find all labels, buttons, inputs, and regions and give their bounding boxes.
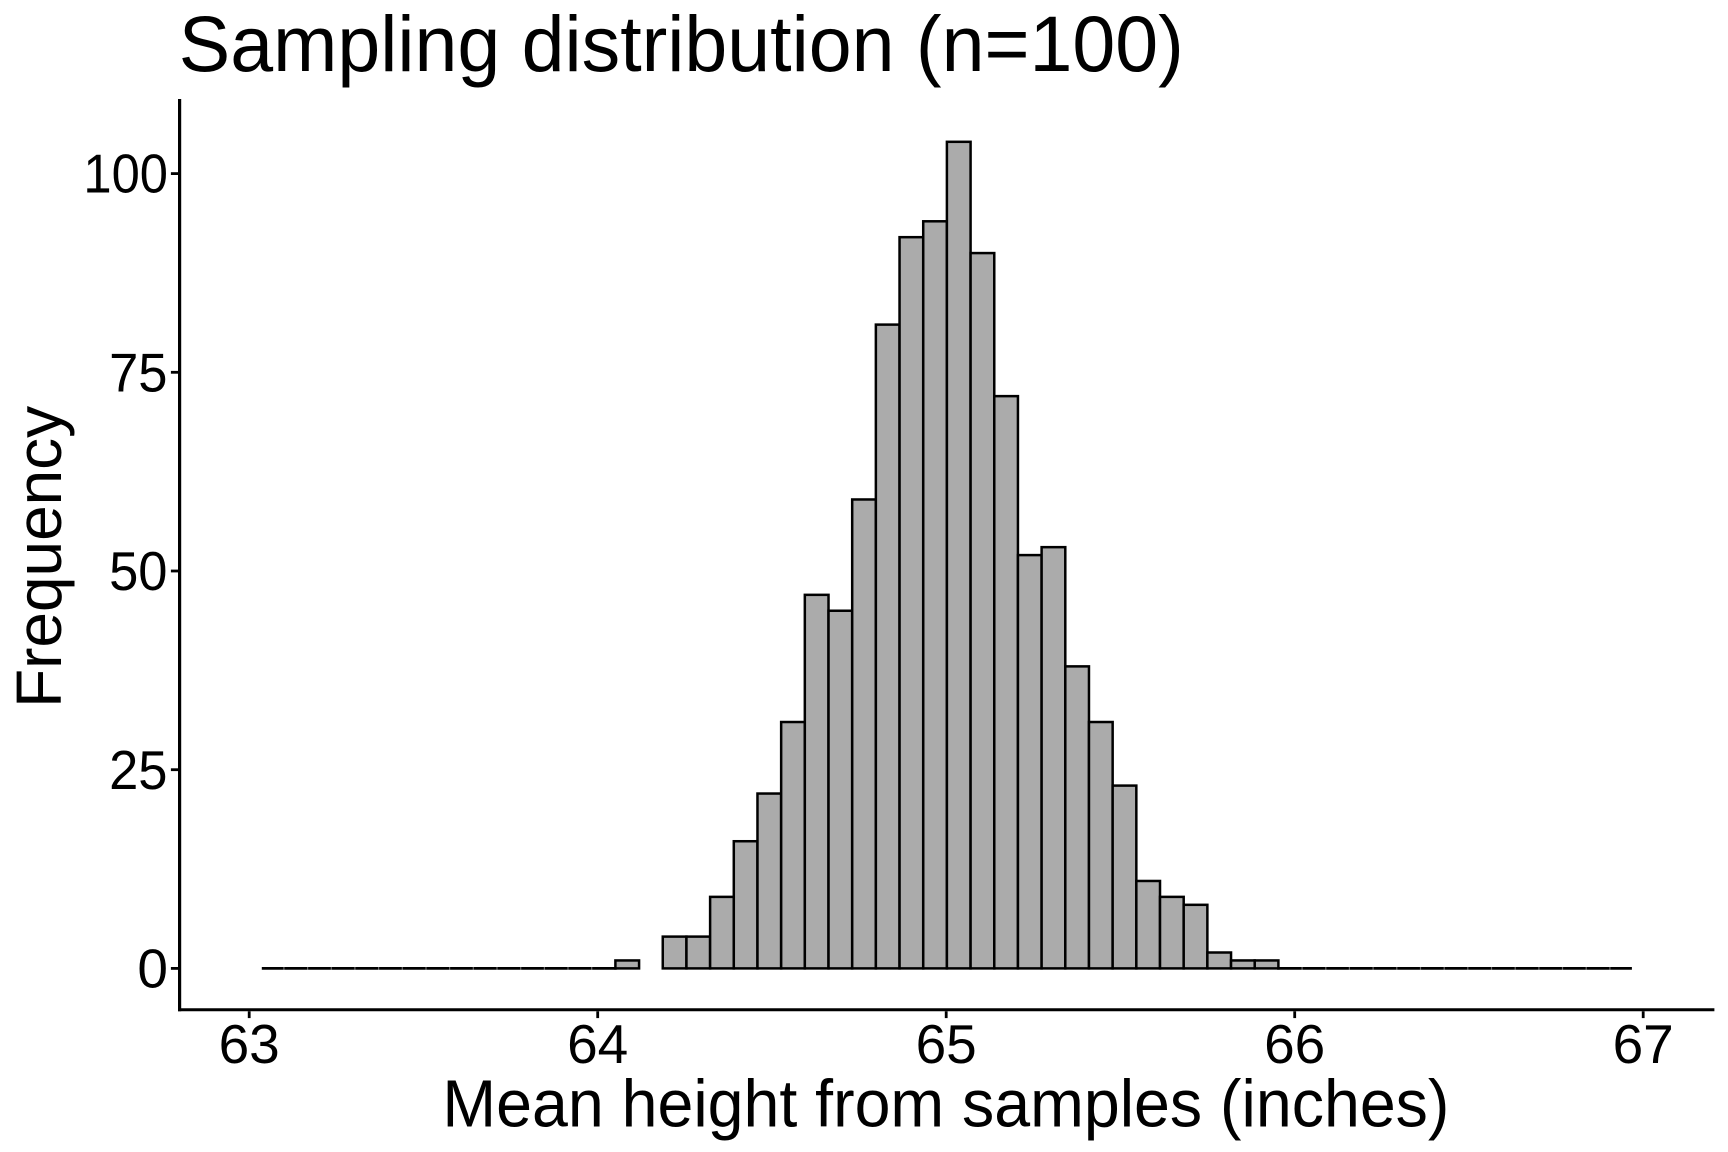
svg-text:50: 50 [109,540,167,602]
svg-text:67: 67 [1613,1013,1674,1075]
svg-text:100: 100 [83,143,168,205]
svg-text:Sampling distribution (n=100): Sampling distribution (n=100) [179,0,1184,88]
svg-text:25: 25 [109,739,167,801]
svg-text:Mean height from samples (inch: Mean height from samples (inches) [442,1067,1449,1142]
svg-text:66: 66 [1264,1013,1325,1075]
svg-text:63: 63 [219,1013,280,1075]
svg-text:65: 65 [916,1013,977,1075]
svg-text:Frequency: Frequency [3,406,75,708]
svg-text:64: 64 [567,1013,628,1075]
svg-text:75: 75 [109,341,167,403]
svg-text:0: 0 [137,938,168,1000]
